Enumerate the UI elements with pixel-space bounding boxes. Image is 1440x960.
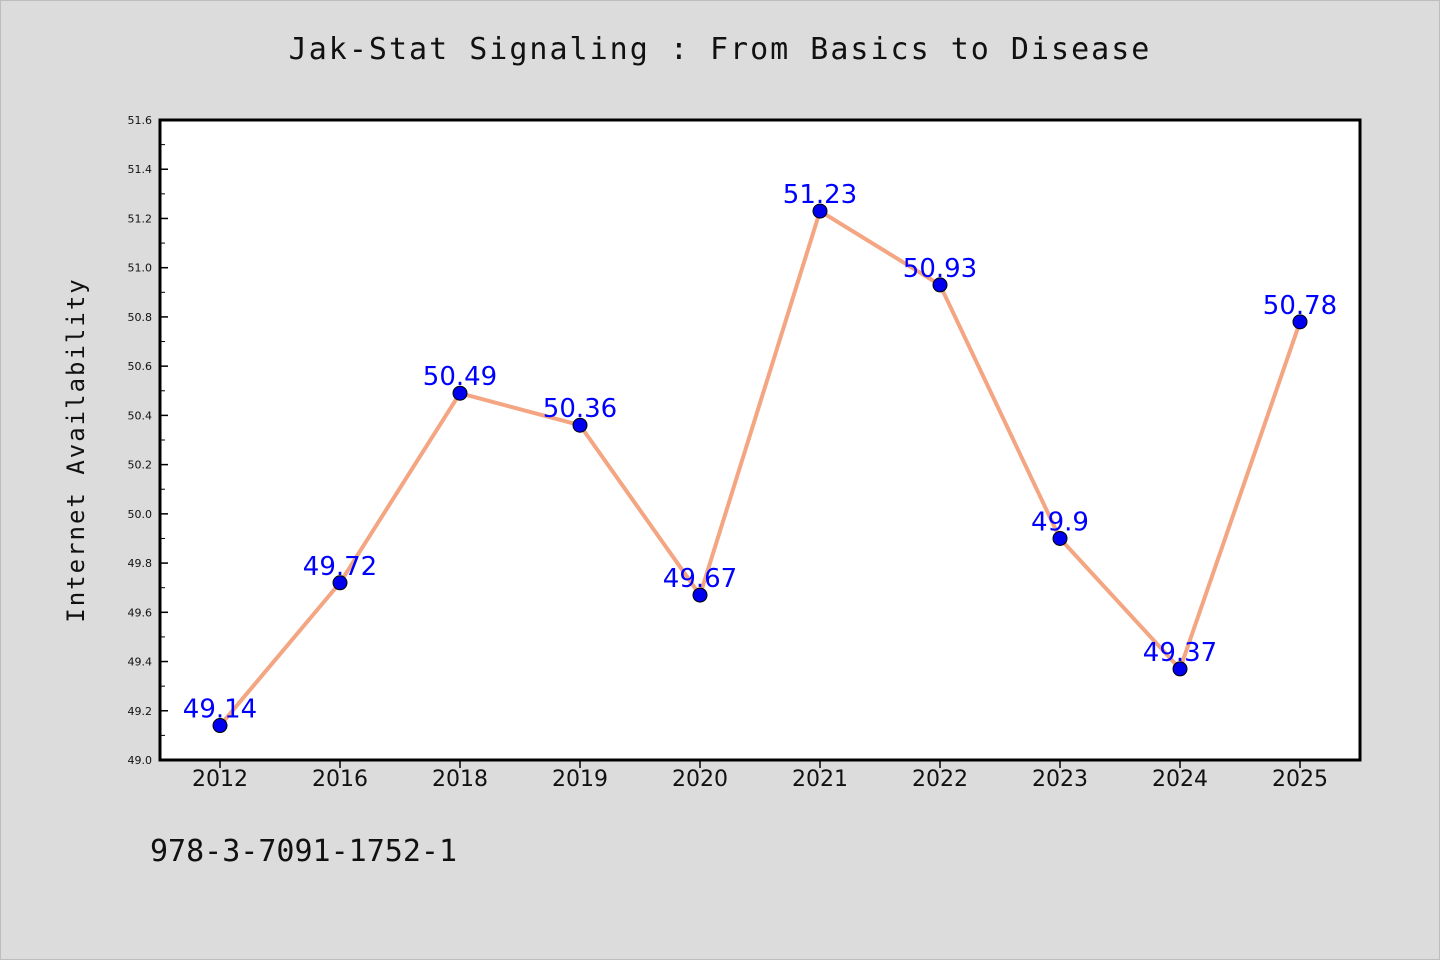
y-tick-label: 50.6 bbox=[128, 360, 153, 373]
data-label: 50.93 bbox=[903, 254, 977, 284]
isbn-footer: 978-3-7091-1752-1 bbox=[150, 834, 458, 869]
x-axis: 2012 2016 2018 2019 2020 2021 2022 2023 2024 2025 bbox=[192, 760, 1328, 792]
y-tick-label: 49.0 bbox=[128, 754, 153, 767]
data-point-marker bbox=[812, 203, 828, 219]
data-point-marker bbox=[1292, 314, 1308, 330]
y-tick-label: 49.6 bbox=[128, 606, 153, 619]
y-tick-label: 49.2 bbox=[128, 705, 153, 718]
y-axis: 49.0 49.2 49.4 49.6 49.8 50.0 50.2 50.4 50.6 50.8… bbox=[128, 114, 168, 767]
data-point-marker bbox=[452, 385, 468, 401]
data-point-marker bbox=[1172, 661, 1188, 677]
x-tick-label: 2019 bbox=[552, 767, 608, 792]
data-point-marker bbox=[692, 587, 708, 603]
data-label-group: 49.14 49.72 50.49 50.36 49.67 51.23 50.93 49.9 4… bbox=[183, 180, 1337, 724]
data-label: 49.67 bbox=[663, 564, 737, 594]
y-tick-label: 49.4 bbox=[128, 656, 153, 669]
y-tick-label: 49.8 bbox=[128, 557, 153, 570]
y-tick-label: 51.2 bbox=[128, 212, 153, 225]
x-tick-label: 2025 bbox=[1272, 767, 1328, 792]
data-label: 49.14 bbox=[183, 695, 257, 725]
data-point-marker bbox=[572, 417, 588, 433]
y-tick-label: 50.2 bbox=[128, 459, 153, 472]
x-tick-label: 2022 bbox=[912, 767, 968, 792]
x-tick-label: 2018 bbox=[432, 767, 488, 792]
y-tick-label: 50.0 bbox=[128, 508, 153, 521]
x-tick-label: 2023 bbox=[1032, 767, 1088, 792]
series-line-group bbox=[218, 209, 1302, 727]
data-point-marker bbox=[1052, 530, 1068, 546]
data-point-marker bbox=[212, 718, 228, 734]
y-tick-label: 51.0 bbox=[128, 262, 153, 275]
data-label: 50.78 bbox=[1263, 291, 1337, 321]
x-tick-label: 2020 bbox=[672, 767, 728, 792]
x-tick-label: 2021 bbox=[792, 767, 848, 792]
plot-area bbox=[158, 118, 1362, 762]
y-tick-label: 50.8 bbox=[128, 311, 153, 324]
series-line bbox=[218, 209, 1302, 727]
data-label: 49.9 bbox=[1031, 507, 1089, 537]
x-tick-label: 2016 bbox=[312, 767, 368, 792]
chart-title: Jak-Stat Signaling : From Basics to Dise… bbox=[288, 32, 1152, 67]
x-tick-label: 2024 bbox=[1152, 767, 1208, 792]
data-label: 50.36 bbox=[543, 394, 617, 424]
x-tick-label: 2012 bbox=[192, 767, 248, 792]
data-point-marker bbox=[932, 277, 948, 293]
data-label: 49.37 bbox=[1143, 638, 1217, 668]
data-label: 51.23 bbox=[783, 180, 857, 210]
y-tick-label: 50.4 bbox=[128, 409, 153, 422]
data-point-marker bbox=[332, 575, 348, 591]
y-axis-label: Internet Availability bbox=[62, 277, 90, 622]
marker-group bbox=[212, 203, 1308, 734]
data-label: 49.72 bbox=[303, 552, 377, 582]
y-tick-label: 51.4 bbox=[128, 163, 153, 176]
data-label: 50.49 bbox=[423, 362, 497, 392]
y-tick-label: 51.6 bbox=[128, 114, 153, 127]
